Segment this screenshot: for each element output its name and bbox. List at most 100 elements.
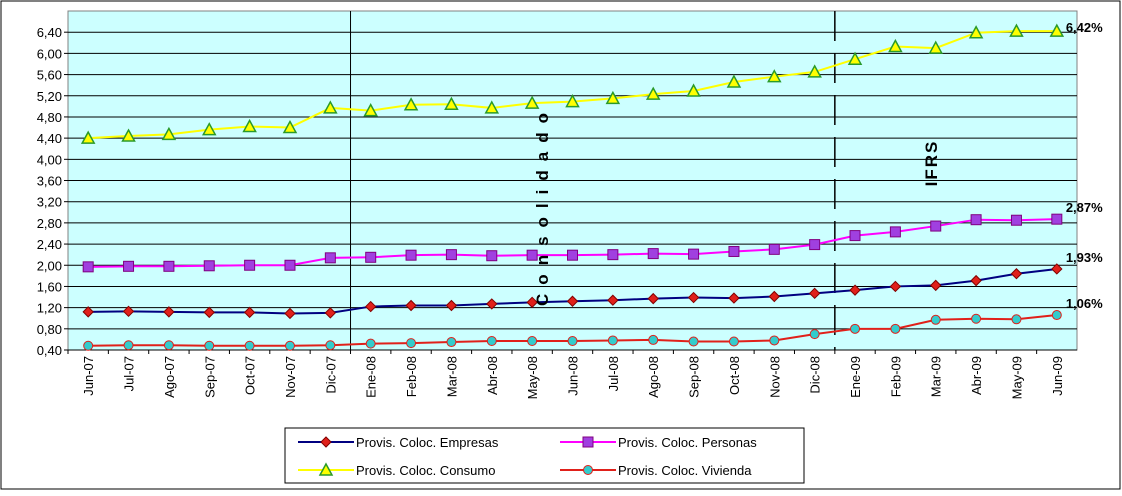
point — [688, 336, 699, 347]
y-tick-label: 3,20 — [37, 195, 62, 210]
x-tick-label: Ago-07 — [162, 356, 177, 398]
point — [526, 249, 538, 261]
point — [1051, 310, 1062, 321]
point — [1010, 214, 1022, 226]
point — [406, 338, 417, 349]
x-tick-label: Feb-09 — [888, 356, 903, 397]
point — [1049, 23, 1065, 37]
point — [123, 340, 134, 351]
point — [364, 300, 377, 313]
point — [284, 307, 296, 320]
y-tick-label: 0,40 — [37, 343, 62, 358]
point — [930, 279, 942, 292]
point — [928, 40, 944, 54]
legend-marker — [582, 436, 594, 448]
point — [203, 260, 215, 272]
point — [445, 299, 458, 312]
y-tick-label: 1,60 — [37, 279, 62, 294]
point — [163, 306, 175, 318]
point — [365, 338, 376, 349]
point — [204, 340, 215, 351]
point — [527, 335, 538, 346]
y-tick-label: 5,20 — [37, 89, 62, 104]
x-tick-label: Nov-07 — [283, 356, 298, 398]
point — [83, 340, 94, 351]
x-tick-label: Oct-08 — [727, 356, 742, 395]
point — [968, 25, 984, 39]
annotation: IFRS — [922, 140, 941, 187]
x-tick-label: Mar-09 — [929, 356, 944, 397]
x-tick-label: Dic-07 — [323, 356, 338, 394]
legend-marker — [318, 462, 334, 476]
point — [567, 335, 578, 346]
point — [524, 95, 540, 109]
point — [687, 291, 700, 304]
x-tick-label: Jul-08 — [606, 356, 621, 391]
x-tick-label: Dic-08 — [808, 356, 823, 394]
x-tick-label: Mar-08 — [444, 356, 459, 397]
point — [889, 280, 902, 293]
point — [849, 230, 861, 242]
point — [445, 249, 457, 261]
y-tick-label: 0,80 — [37, 322, 62, 337]
point — [888, 38, 903, 53]
point — [284, 259, 296, 271]
point — [1051, 263, 1063, 275]
point — [970, 214, 982, 226]
x-tick-label: May-08 — [525, 356, 540, 399]
value-label: 1,06% — [1066, 296, 1103, 311]
point — [728, 336, 739, 347]
x-tick-label: Sep-07 — [202, 356, 217, 398]
point — [323, 100, 338, 114]
x-tick-label: Jul-07 — [122, 356, 137, 391]
point — [565, 94, 580, 108]
point — [82, 306, 94, 318]
point — [647, 292, 659, 305]
point — [405, 299, 417, 312]
x-tick-label: Jun-07 — [81, 356, 96, 396]
x-tick-label: Abr-08 — [485, 356, 500, 395]
point — [161, 126, 177, 141]
legend-box — [284, 427, 805, 484]
point — [82, 261, 94, 273]
point — [1009, 23, 1024, 37]
point — [121, 128, 136, 142]
point — [243, 306, 256, 319]
point — [607, 249, 619, 261]
point — [648, 334, 659, 345]
x-tick-label: Ene-09 — [848, 356, 863, 398]
value-label: 1,93% — [1066, 250, 1103, 265]
legend-label: Provis. Coloc. Personas — [618, 435, 757, 450]
legend-label: Provis. Coloc. Consumo — [356, 463, 495, 478]
legend-marker — [320, 436, 332, 448]
point — [607, 335, 618, 346]
point — [728, 245, 740, 257]
point — [122, 305, 135, 318]
point — [163, 260, 175, 272]
value-label: 6,42% — [1066, 20, 1103, 35]
point — [728, 292, 740, 304]
y-tick-label: 6,40 — [37, 25, 62, 40]
y-tick-label: 2,40 — [37, 237, 62, 252]
point — [930, 220, 942, 232]
point — [808, 287, 821, 300]
point — [850, 323, 861, 334]
point — [809, 329, 820, 340]
point — [403, 97, 419, 111]
point — [201, 122, 217, 136]
point — [809, 239, 821, 251]
legend-label: Provis. Coloc. Vivienda — [618, 463, 752, 478]
y-tick-label: 6,00 — [37, 46, 62, 61]
x-tick-label: Jun-09 — [1050, 356, 1065, 396]
y-tick-label: 4,80 — [37, 110, 62, 125]
y-tick-label: 3,60 — [37, 174, 62, 189]
point — [486, 250, 498, 262]
point — [1010, 268, 1023, 280]
y-tick-label: 1,20 — [37, 301, 62, 316]
point — [123, 260, 135, 272]
point — [1011, 314, 1022, 325]
point — [405, 249, 417, 261]
point — [607, 294, 619, 306]
point — [244, 340, 255, 351]
